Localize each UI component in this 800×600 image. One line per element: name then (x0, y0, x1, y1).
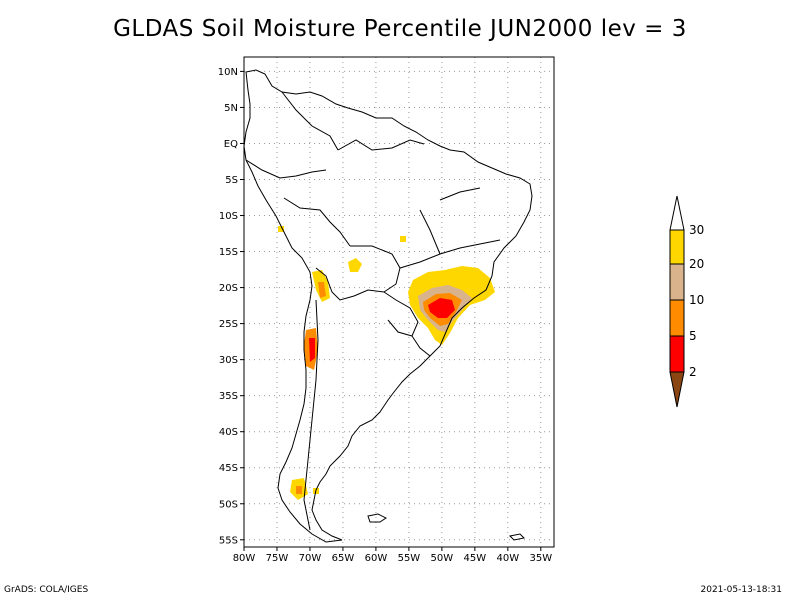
lat-tick-label: 10S (219, 211, 238, 222)
lat-tick-label: 10N (218, 67, 238, 78)
border-venezuela-brazil (337, 139, 425, 151)
legend-color-box (669, 229, 685, 265)
legend-color-box (669, 299, 685, 337)
map-title: GLDAS Soil Moisture Percentile JUN2000 l… (113, 16, 687, 42)
lat-tick-label: 30S (219, 355, 238, 366)
axis-ticks: 10N 5N EQ 5S 10S 15S 20S 25S 30S 35S 40S 45S 50S 55S 8… (218, 67, 552, 564)
footer-credit: GrADS: COLA/IGES (4, 585, 89, 595)
lon-tick-label: 45W (464, 553, 487, 564)
lat-tick-label: 5N (224, 103, 238, 114)
lat-tick-label: 35S (219, 391, 238, 402)
lon-tick-label: 60W (365, 553, 388, 564)
lat-tick-label: 20S (219, 283, 238, 294)
south-america-coastline (243, 69, 533, 543)
border-brazil-states (399, 187, 501, 269)
legend-color-box (669, 263, 685, 301)
lat-tick-label: 45S (219, 463, 238, 474)
lat-tick-label: EQ (224, 139, 238, 150)
lat-tick-label: 25S (219, 319, 238, 330)
legend-label: 30 (689, 223, 704, 237)
border-peru-brazil (283, 197, 351, 247)
lat-tick-label: 5S (225, 175, 238, 186)
border-argentina-brazil (411, 335, 431, 357)
lat-tick-label: 55S (219, 535, 238, 546)
legend-top-triangle (669, 195, 685, 231)
shade-altiplano-orange (318, 282, 326, 298)
lon-tick-label: 70W (299, 553, 322, 564)
legend-label: 5 (689, 329, 697, 343)
falkland-islands (367, 513, 387, 523)
lat-tick-label: 40S (219, 427, 238, 438)
shade-bolivia (348, 258, 362, 272)
lon-tick-label: 35W (529, 553, 552, 564)
border-chile-argentina (303, 299, 319, 531)
lon-tick-label: 55W (398, 553, 421, 564)
shade-patagonia-orange (296, 486, 302, 494)
lon-tick-label: 80W (233, 553, 256, 564)
legend-label: 2 (689, 365, 697, 379)
coastlines-and-borders (243, 69, 533, 543)
border-bolivia (315, 245, 401, 301)
lon-tick-label: 40W (497, 553, 520, 564)
border-colombia-venezuela (281, 91, 339, 151)
shade-se-brazil-red (428, 298, 455, 318)
legend-label: 10 (689, 293, 704, 307)
border-colombia-peru (245, 159, 327, 179)
soil-moisture-shading (278, 226, 495, 500)
lon-tick-label: 50W (431, 553, 454, 564)
lon-tick-label: 75W (266, 553, 289, 564)
south-georgia (508, 533, 526, 541)
lat-tick-label: 50S (219, 499, 238, 510)
border-paraguay (383, 291, 419, 337)
shade-speck-1 (278, 226, 284, 232)
legend-bottom-triangle (669, 371, 685, 408)
color-legend: 30 20 10 5 2 (669, 195, 704, 408)
lon-tick-label: 65W (332, 553, 355, 564)
shade-speck-3 (400, 236, 406, 242)
legend-label: 20 (689, 257, 704, 271)
legend-color-box (669, 335, 685, 373)
lat-tick-label: 15S (219, 247, 238, 258)
map-frame (243, 56, 555, 548)
footer-timestamp: 2021-05-13-18:31 (700, 585, 783, 595)
shade-chile-red (309, 338, 315, 362)
